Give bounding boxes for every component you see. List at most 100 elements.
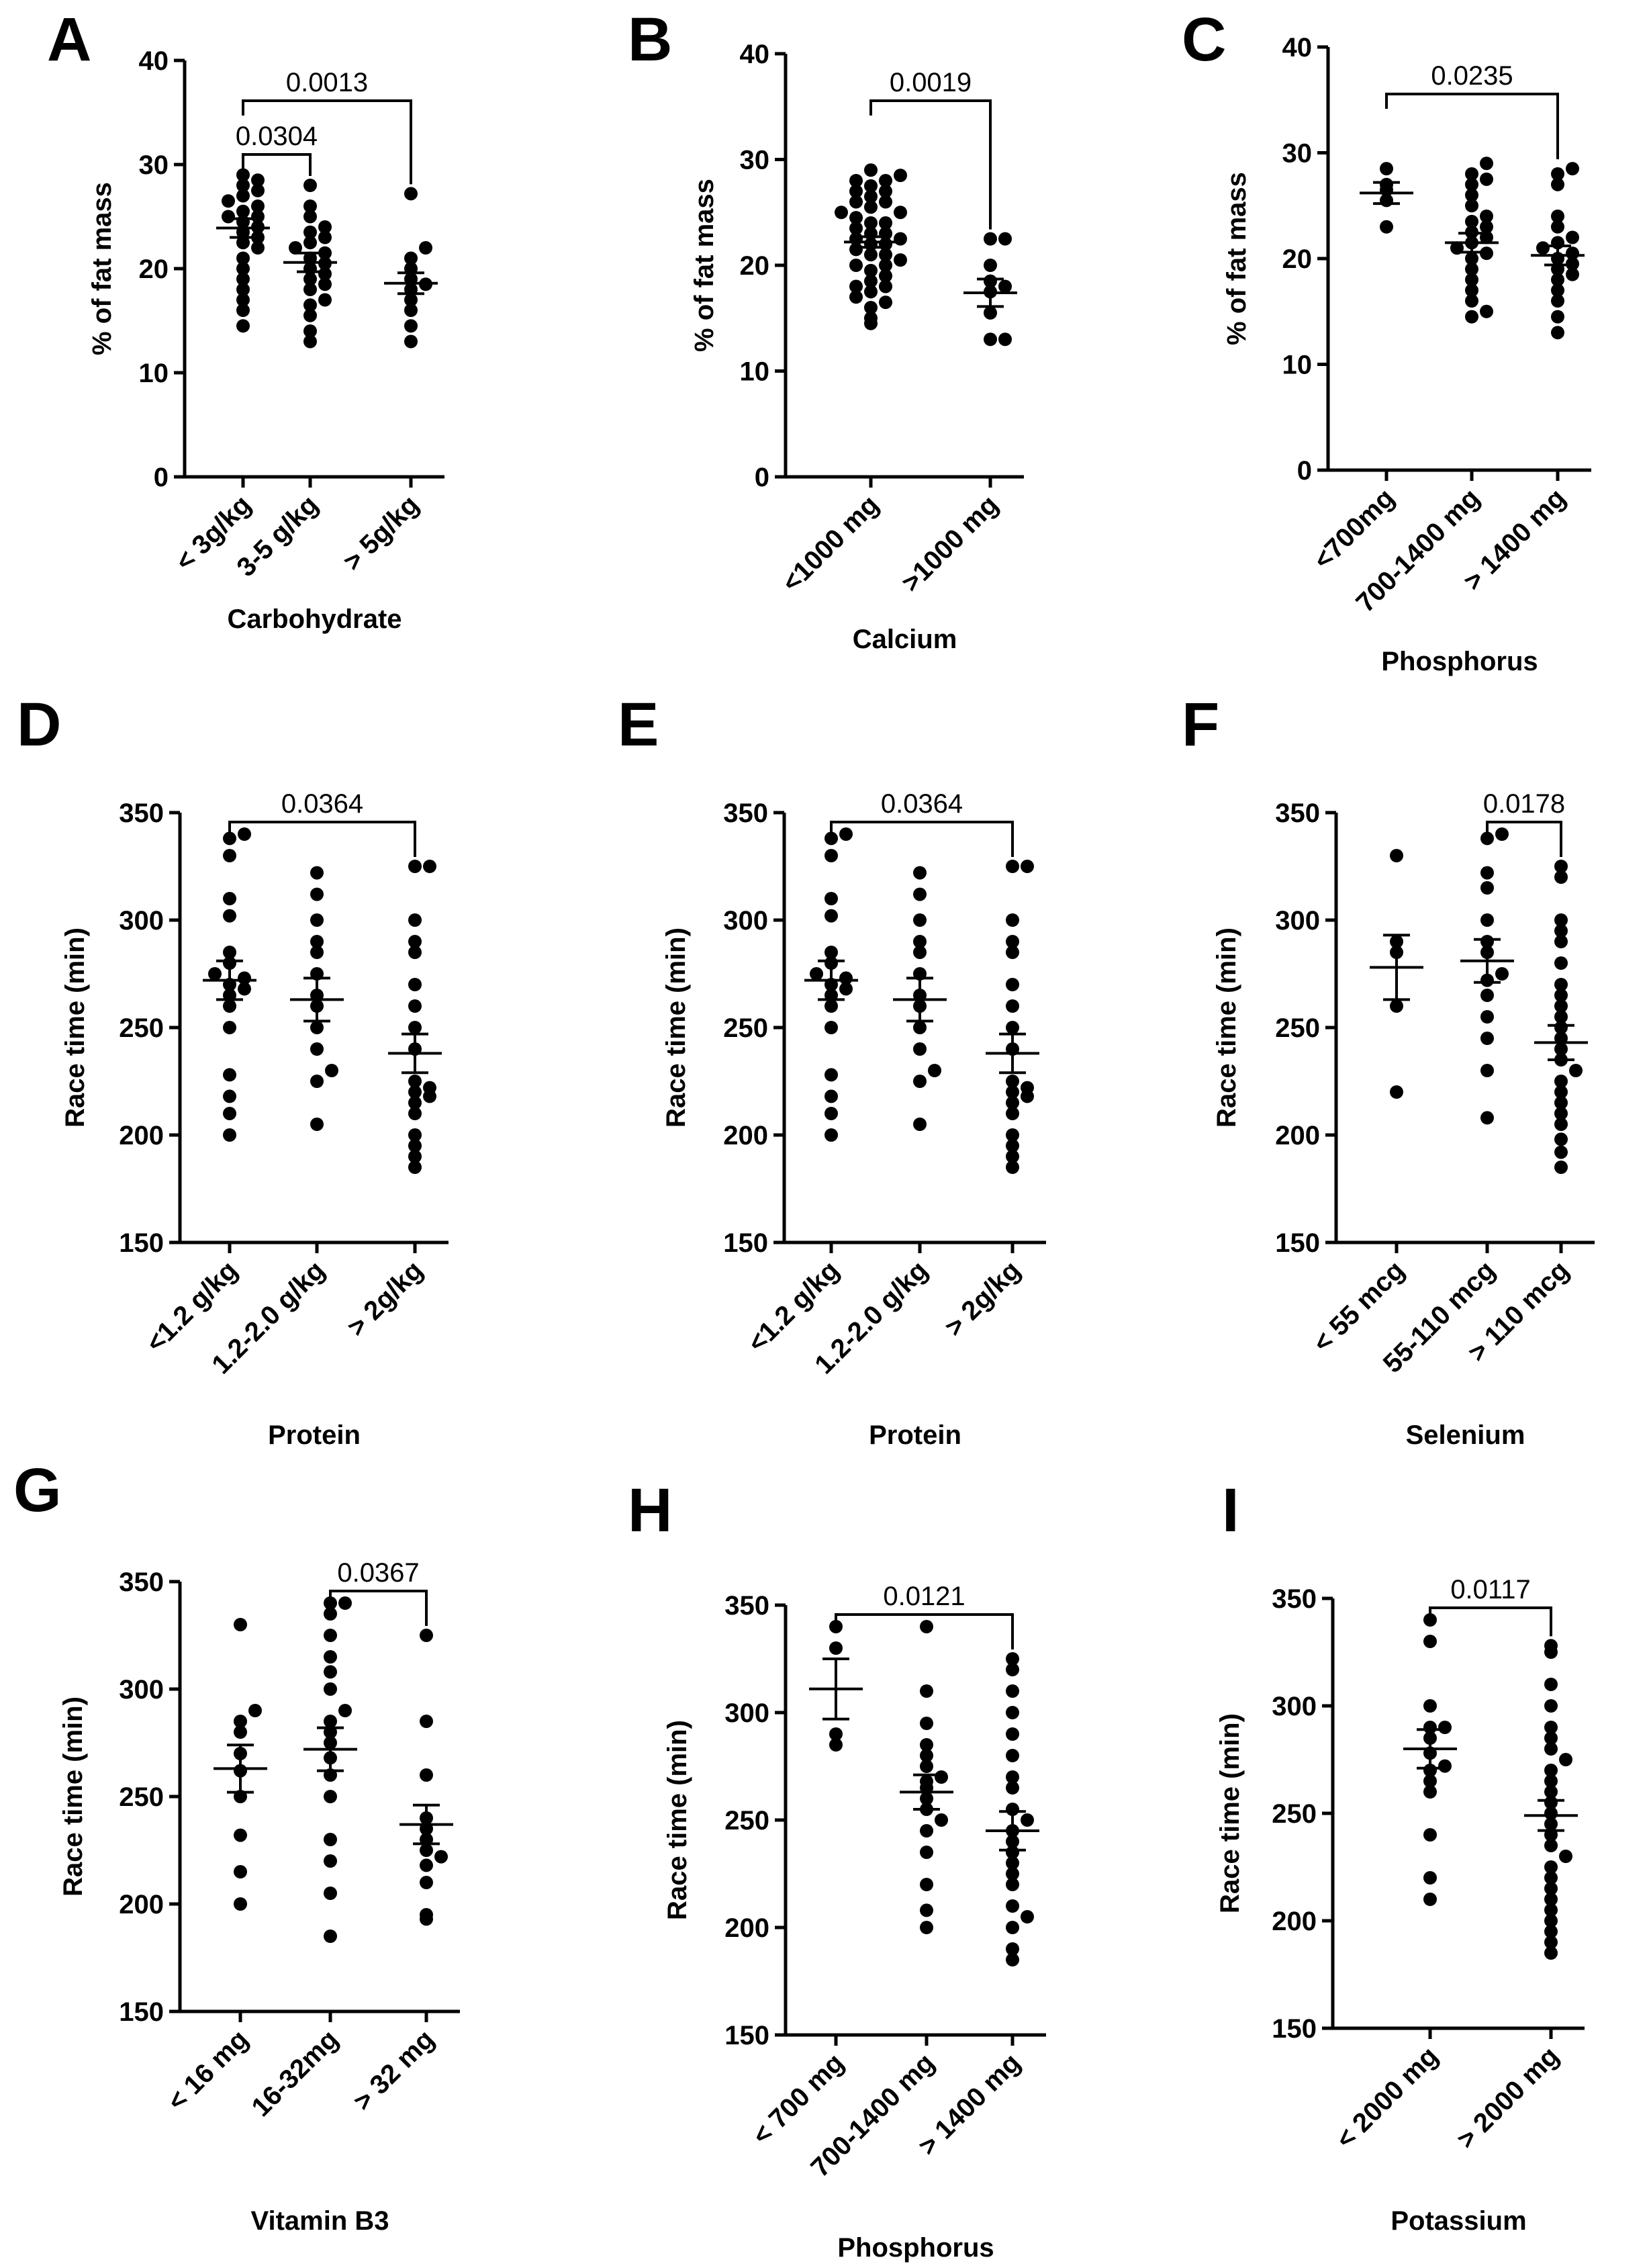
data-point — [1480, 1032, 1494, 1045]
data-point — [318, 293, 332, 307]
data-point — [324, 1790, 337, 1803]
data-point — [1423, 1893, 1437, 1906]
data-point — [1559, 1850, 1572, 1863]
group-1 — [1360, 162, 1413, 234]
data-point — [338, 1596, 352, 1610]
data-point — [310, 1021, 324, 1034]
panel-letter: C — [1182, 5, 1226, 74]
data-point — [1480, 913, 1494, 927]
y-tick-label: 20 — [740, 251, 770, 281]
data-point — [1544, 1742, 1558, 1756]
p-value-label: 0.0235 — [1431, 61, 1513, 91]
data-point — [894, 232, 907, 246]
data-point — [1423, 1828, 1437, 1842]
data-point — [1551, 220, 1564, 234]
data-point — [913, 946, 927, 959]
data-point — [1554, 956, 1568, 970]
data-point — [864, 189, 878, 203]
data-point — [1021, 1081, 1034, 1095]
data-point — [1544, 1882, 1558, 1895]
data-point — [404, 334, 418, 349]
data-point — [1554, 1118, 1568, 1131]
y-tick-label: 200 — [723, 1121, 768, 1150]
group-2 — [303, 1596, 357, 1943]
data-point — [1554, 1161, 1568, 1174]
data-point — [408, 1085, 422, 1099]
data-point — [338, 1704, 352, 1717]
p-value-label: 0.0367 — [337, 1558, 419, 1588]
panel-letter: H — [628, 1476, 672, 1545]
data-point — [1006, 1684, 1019, 1698]
category-label: > 2g/kg — [939, 1255, 1026, 1342]
data-point — [849, 195, 863, 209]
data-point — [920, 1824, 933, 1838]
data-point — [251, 199, 265, 213]
y-tick-label: 10 — [1282, 351, 1313, 380]
x-axis-title: Carbohydrate — [227, 604, 402, 634]
x-axis-title: Protein — [869, 1420, 961, 1450]
data-point — [1006, 999, 1019, 1013]
data-point — [920, 1921, 933, 1934]
y-tick-label: 250 — [724, 1806, 769, 1835]
data-point — [913, 1021, 927, 1034]
data-point — [408, 1128, 422, 1142]
data-point — [920, 1738, 933, 1752]
data-point — [310, 887, 324, 901]
data-point — [984, 232, 997, 246]
data-point — [1480, 1010, 1494, 1024]
data-point — [236, 189, 250, 203]
data-point — [894, 253, 907, 267]
category-label: 16-32mg — [246, 2024, 344, 2122]
significance-bracket: 0.0367 — [329, 1558, 428, 1626]
data-point — [1566, 267, 1579, 281]
group-2 — [283, 179, 337, 349]
data-point — [920, 1749, 933, 1762]
p-value-label: 0.0013 — [286, 68, 368, 97]
data-point — [303, 334, 317, 349]
group-1 — [804, 827, 858, 1142]
data-point — [839, 827, 853, 841]
data-point — [1554, 1085, 1568, 1099]
data-point — [408, 1075, 422, 1088]
data-point — [920, 1717, 933, 1730]
data-point — [1480, 210, 1493, 223]
y-tick-label: 350 — [119, 1568, 164, 1597]
data-point — [1566, 257, 1579, 271]
data-point — [1006, 1075, 1019, 1088]
data-point — [223, 892, 236, 905]
data-point — [1006, 1021, 1019, 1034]
data-point — [824, 1128, 838, 1142]
data-point — [1006, 1706, 1019, 1719]
data-point — [236, 293, 250, 307]
y-tick-label: 150 — [723, 1228, 768, 1258]
data-point — [289, 241, 302, 255]
data-point — [1465, 199, 1478, 213]
data-point — [829, 1641, 843, 1655]
data-point — [251, 183, 265, 197]
data-point — [1021, 860, 1034, 873]
data-point — [408, 1139, 422, 1152]
data-point — [1480, 1111, 1494, 1125]
data-point — [829, 1738, 843, 1752]
data-point — [1390, 999, 1403, 1013]
data-point — [879, 184, 892, 198]
data-point — [408, 999, 422, 1013]
data-point — [310, 866, 324, 880]
data-point — [236, 251, 250, 265]
data-point — [222, 210, 235, 224]
data-point — [1544, 1914, 1558, 1927]
group-2 — [893, 866, 947, 1131]
x-axis-title: Potassium — [1391, 2206, 1526, 2236]
bracket-line — [1486, 821, 1562, 857]
group-1 — [1370, 849, 1423, 1099]
y-tick-label: 300 — [1275, 906, 1320, 936]
data-point — [864, 200, 878, 214]
y-tick-label: 40 — [1282, 33, 1313, 62]
category-label: > 32 mg — [348, 2024, 440, 2116]
data-point — [420, 1908, 433, 1921]
data-point — [223, 849, 236, 862]
data-point — [1423, 1774, 1437, 1788]
y-tick-label: 300 — [119, 1675, 164, 1705]
